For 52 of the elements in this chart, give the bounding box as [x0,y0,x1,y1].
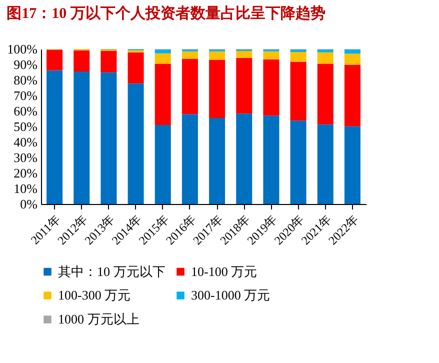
bar [74,50,90,72]
bar [263,51,280,60]
bar [46,50,63,70]
bar [100,50,117,72]
bar [182,58,198,114]
y-tick-label: 70% [14,88,38,103]
bar [236,51,252,58]
bar [182,51,198,59]
bar [128,83,144,204]
y-tick-label: 10% [14,181,38,196]
bar [182,114,198,204]
bar [290,120,306,204]
bar [344,126,360,204]
bar [263,59,280,116]
y-tick-label: 0% [20,196,38,212]
bar [236,58,252,114]
y-tick-label: 90% [14,57,38,72]
chart-title: 图17：10 万以下个人投资者数量占比呈下降趋势 [6,5,326,22]
bar [344,54,360,65]
legend-label: 100-300 万元 [58,288,131,302]
bar [317,50,334,52]
bar [46,70,63,204]
y-tick-label: 40% [14,134,38,150]
y-tick-label: 80% [14,72,38,88]
bar [74,71,90,204]
legend-label: 300-1000 万元 [191,288,270,302]
y-tick-label: 100% [7,42,38,56]
y-tick-label: 30% [14,150,38,165]
bar [317,52,334,64]
bar [154,50,171,54]
bar [236,114,252,204]
bar [209,118,226,204]
bar [128,52,144,84]
bar [100,72,117,204]
bar [344,64,360,126]
bar [290,62,306,121]
bar [209,51,226,60]
bar [317,124,334,204]
bar [154,53,171,64]
legend-label: 1000 万元以上 [58,312,140,326]
bar [209,60,226,118]
bar [154,124,171,204]
y-tick-label: 50% [14,119,38,134]
bar [263,116,280,204]
bar [317,64,334,124]
y-tick-label: 60% [14,104,38,118]
legend-label: 其中：10 万元以下 [58,264,166,279]
legend-label: 10-100 万元 [191,264,258,279]
bar [344,50,360,54]
y-tick-label: 20% [14,166,38,180]
bar [290,52,306,62]
bar [154,64,171,125]
